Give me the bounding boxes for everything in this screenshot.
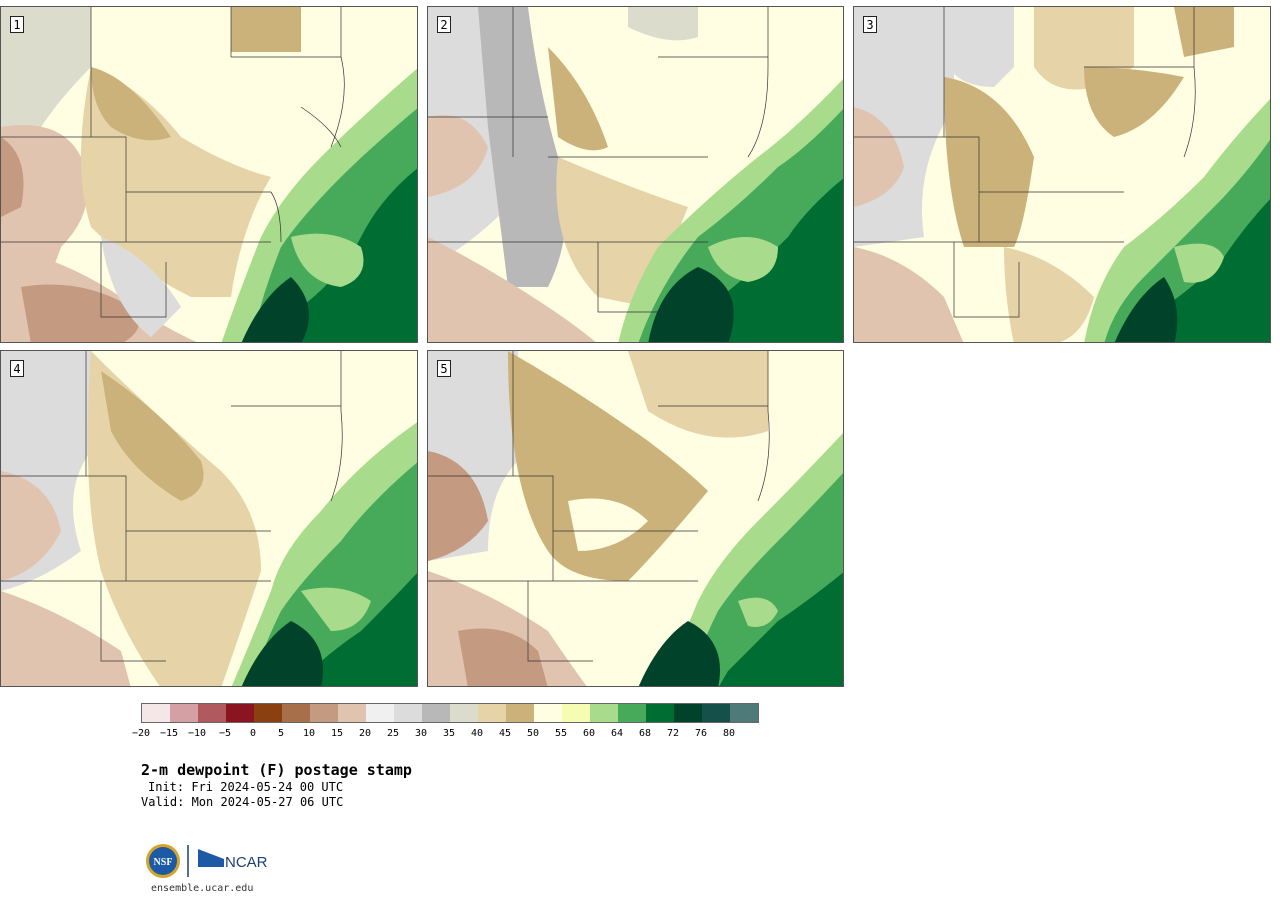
- colorbar-swatch: [646, 704, 674, 722]
- map-panel-3: 3: [853, 6, 1271, 343]
- colorbar-tick-label: 5: [277, 728, 285, 739]
- panel-label: 5: [437, 360, 451, 377]
- colorbar-swatch: [506, 704, 534, 722]
- plot-title: 2-m dewpoint (F) postage stamp: [141, 761, 412, 779]
- valid-time: Valid: Mon 2024-05-27 06 UTC: [141, 795, 344, 809]
- colorbar-tick-label: 60: [582, 728, 596, 739]
- colorbar-swatch: [170, 704, 198, 722]
- colorbar-tick-label: 0: [249, 728, 257, 739]
- panel-label: 4: [10, 360, 24, 377]
- colorbar-tick-label: 80: [722, 728, 736, 739]
- colorbar-swatch: [478, 704, 506, 722]
- ncar-logo-icon: NCAR: [198, 849, 268, 871]
- dewpoint-map-1: [1, 7, 417, 342]
- colorbar-swatch: [534, 704, 562, 722]
- colorbar-swatch: [198, 704, 226, 722]
- dewpoint-map-3: [854, 7, 1270, 342]
- colorbar-swatch: [422, 704, 450, 722]
- colorbar-tick-label: 10: [302, 728, 316, 739]
- dewpoint-map-4: [1, 351, 417, 686]
- colorbar-ticks: −20 −15 −10 −5 0 5 10 15 20 25 30 35 40 45 50 55 60 64 68 7…: [132, 728, 761, 742]
- colorbar-swatch: [450, 704, 478, 722]
- colorbar-tick-label: 45: [498, 728, 512, 739]
- panel-label: 2: [437, 16, 451, 33]
- colorbar-tick-label: −10: [187, 728, 207, 739]
- map-panel-2: 2: [427, 6, 844, 343]
- colorbar-swatch: [730, 704, 758, 722]
- map-panel-4: 4: [0, 350, 418, 687]
- colorbar-tick-label: 64: [610, 728, 624, 739]
- colorbar-swatch: [590, 704, 618, 722]
- colorbar-tick-label: 15: [330, 728, 344, 739]
- colorbar-swatch: [618, 704, 646, 722]
- colorbar-tick-label: −5: [218, 728, 232, 739]
- panel-label: 3: [863, 16, 877, 33]
- colorbar-swatch: [394, 704, 422, 722]
- colorbar-tick-label: 30: [414, 728, 428, 739]
- colorbar-swatch: [282, 704, 310, 722]
- colorbar-swatch: [142, 704, 170, 722]
- init-time: Init: Fri 2024-05-24 00 UTC: [148, 780, 344, 794]
- panel-label: 1: [10, 16, 24, 33]
- colorbar-tick-label: 72: [666, 728, 680, 739]
- colorbar-tick-label: −15: [159, 728, 179, 739]
- colorbar: [141, 703, 759, 723]
- colorbar-tick-label: 35: [442, 728, 456, 739]
- colorbar-tick-label: 40: [470, 728, 484, 739]
- colorbar-tick-label: 76: [694, 728, 708, 739]
- colorbar-tick-label: 25: [386, 728, 400, 739]
- colorbar-swatch: [702, 704, 730, 722]
- svg-text:NCAR: NCAR: [225, 854, 268, 871]
- colorbar-swatch: [226, 704, 254, 722]
- dewpoint-map-5: [428, 351, 843, 686]
- colorbar-swatch: [338, 704, 366, 722]
- colorbar-swatch: [366, 704, 394, 722]
- svg-text:NSF: NSF: [154, 857, 173, 868]
- nsf-ncar-logos: NSF NCAR: [146, 844, 268, 878]
- map-panel-1: 1: [0, 6, 418, 343]
- website-url: ensemble.ucar.edu: [151, 883, 254, 894]
- colorbar-tick-label: 20: [358, 728, 372, 739]
- colorbar-swatch: [674, 704, 702, 722]
- colorbar-tick-label: 55: [554, 728, 568, 739]
- map-panel-5: 5: [427, 350, 844, 687]
- colorbar-tick-label: 68: [638, 728, 652, 739]
- dewpoint-map-2: [428, 7, 843, 342]
- colorbar-swatch: [310, 704, 338, 722]
- colorbar-swatch: [254, 704, 282, 722]
- nsf-logo-icon: NSF: [146, 844, 180, 878]
- colorbar-swatch: [562, 704, 590, 722]
- colorbar-tick-label: −20: [131, 728, 151, 739]
- colorbar-tick-label: 50: [526, 728, 540, 739]
